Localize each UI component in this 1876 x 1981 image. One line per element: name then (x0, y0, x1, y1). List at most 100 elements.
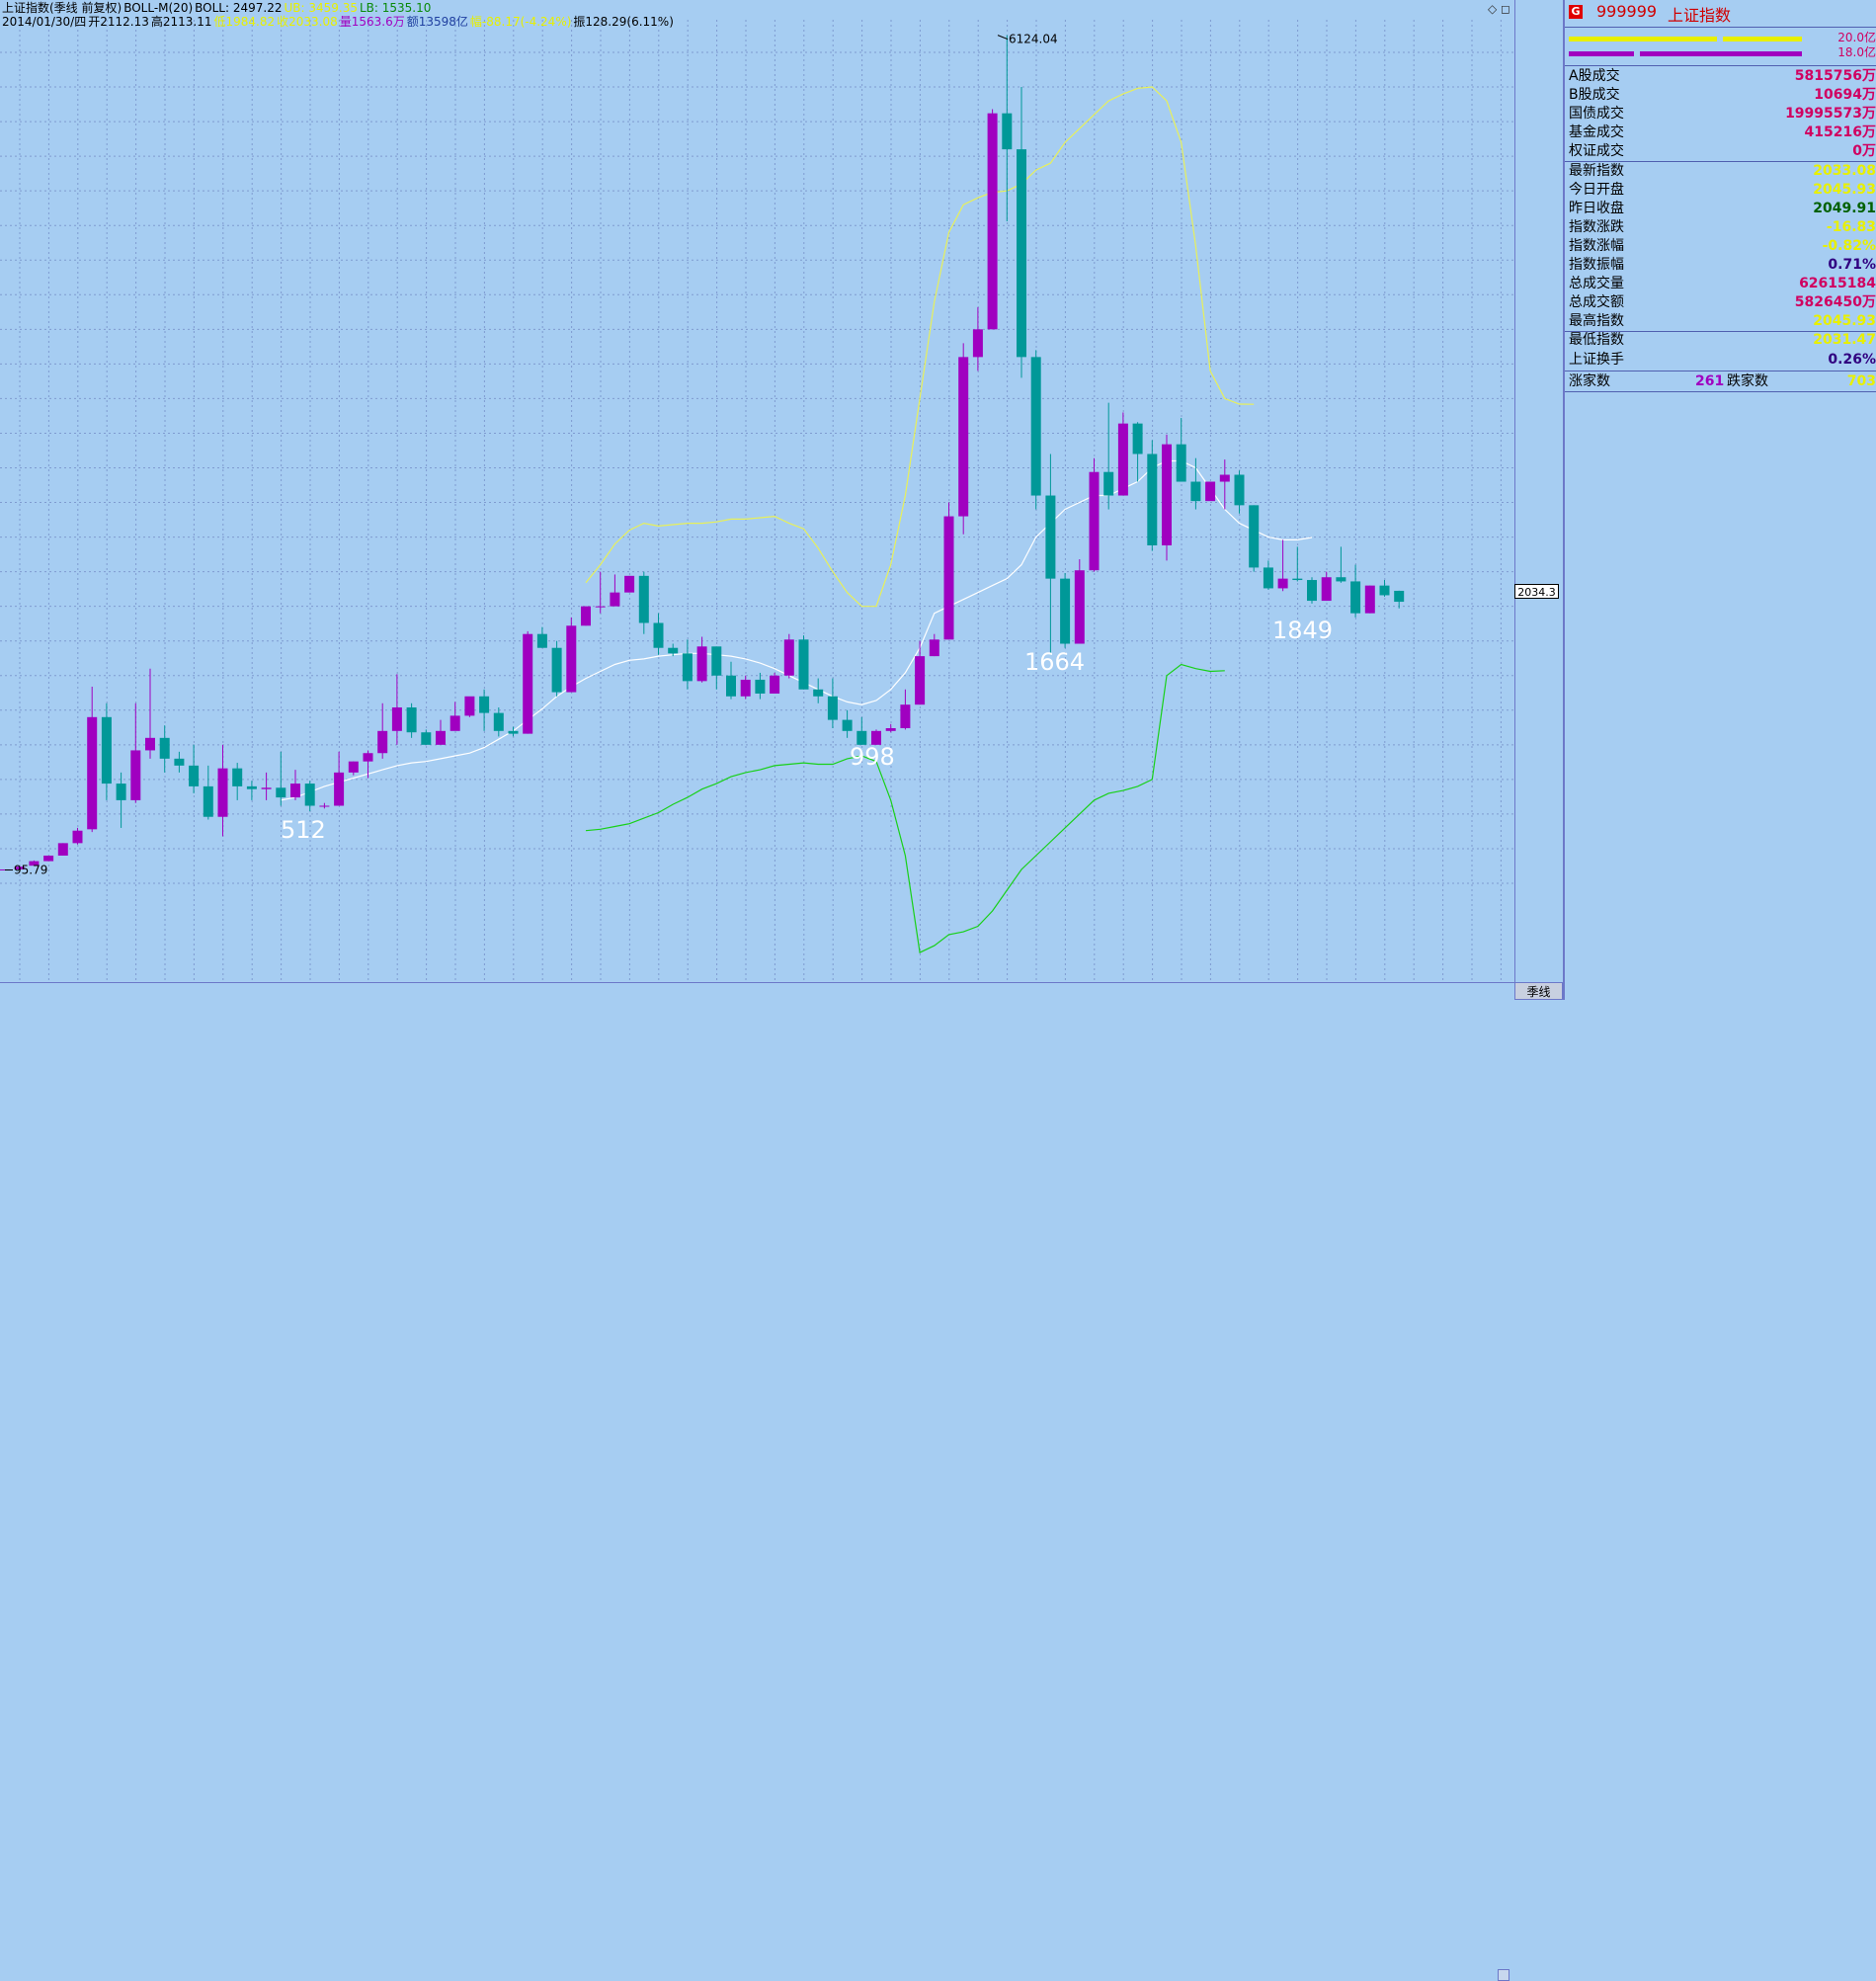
candle-body (1394, 590, 1405, 603)
chart-area[interactable]: 0.00250.0500.0750.0100012501500175020002… (0, 0, 1514, 1000)
quote-label: 指数涨跌 (1569, 218, 1624, 235)
quote-label: A股成交 (1569, 68, 1620, 84)
quote-label: 指数振幅 (1569, 257, 1624, 273)
candle-body (145, 737, 155, 751)
candle-body (900, 704, 911, 729)
candle-body (1350, 581, 1361, 614)
quote-value: 415216万 (1804, 124, 1876, 141)
candle-body (57, 843, 68, 856)
candle-body (740, 679, 751, 697)
candle-body (783, 639, 794, 676)
candle-body (566, 625, 577, 693)
low-annotation-1849: 1849 (1272, 617, 1333, 644)
candle-body (1103, 471, 1114, 496)
period-button[interactable]: 季线 (1514, 982, 1563, 1000)
candle-body (479, 696, 490, 713)
volume-bar-row-1: 20.0亿 (1565, 29, 1876, 47)
quote-label: 昨日收盘 (1569, 200, 1624, 216)
scroll-left-button[interactable] (1498, 1969, 1509, 1981)
candle-body (87, 716, 98, 830)
candle-body (72, 830, 83, 844)
quote-row: 指数涨幅 -0.82% (1565, 237, 1876, 256)
candle-body (536, 633, 547, 648)
candle-body (290, 784, 300, 798)
info-date: 2014/01/30/四 (2, 15, 87, 29)
candle-body (276, 787, 286, 798)
quote-row: 国债成交 19995573万 (1565, 105, 1876, 124)
candle-body (508, 730, 519, 734)
candle-body (653, 622, 664, 648)
breadth-row: 涨家数 261 跌家数 703 (1565, 372, 1876, 391)
volume-bar-purple (1569, 51, 1634, 56)
candle-body (304, 784, 315, 806)
quote-value: 10694万 (1814, 87, 1876, 104)
info-open: 开2112.13 (88, 15, 149, 29)
lb-value: LB: 1535.10 (359, 1, 432, 15)
code-badge[interactable]: G (1569, 5, 1583, 19)
quote-label: 总成交额 (1569, 294, 1624, 311)
quote-value: 0万 (1852, 143, 1876, 160)
quote-label: 权证成交 (1569, 143, 1624, 160)
candle-body (1162, 444, 1172, 545)
candle-body (14, 867, 25, 869)
candle-body (1277, 578, 1288, 589)
info-low: 低1984.82 (213, 15, 276, 29)
candle-body (929, 639, 939, 657)
candle-body (798, 639, 809, 690)
candle-body (29, 861, 40, 867)
candle-body (696, 646, 707, 682)
quote-label: 总成交量 (1569, 276, 1624, 292)
candle-body (319, 805, 330, 807)
peak-pointer (997, 35, 1009, 41)
quote-value: 62615184 (1799, 276, 1876, 292)
candle-body (581, 606, 591, 626)
boll-upper-line (585, 86, 1255, 608)
candle-body (1234, 474, 1245, 506)
quote-panel: G 999999 上证指数 20.0亿 18.0亿 A股成交 5815756万 B股… (1563, 0, 1876, 1000)
candle-body (711, 646, 722, 676)
candle-body (261, 787, 272, 789)
candle-body (1147, 454, 1158, 545)
volume-bar-yellow-2 (1723, 37, 1802, 41)
candle-body (391, 706, 402, 731)
quote-label: B股成交 (1569, 87, 1620, 104)
volume-bar-row-2: 18.0亿 (1565, 43, 1876, 62)
bar2-value: 18.0亿 (1837, 45, 1876, 59)
candle-body (406, 706, 417, 733)
candle-body (871, 730, 881, 745)
candle-body (958, 357, 969, 517)
quote-value: 0.71% (1828, 257, 1876, 273)
panel-separator (1565, 161, 1876, 162)
window-control-icons[interactable]: ◇ ◻ (1488, 2, 1511, 16)
candle-body (1176, 444, 1186, 482)
stock-name: 上证指数 (1668, 6, 1732, 25)
candle-body (885, 728, 896, 731)
candle-body (377, 730, 388, 754)
candle-body (43, 855, 54, 862)
quote-label: 最低指数 (1569, 332, 1624, 349)
volume-bar-purple-2 (1640, 51, 1802, 56)
current-price-tag: 2034.3 (1514, 584, 1559, 599)
candle-body (523, 633, 533, 734)
candle-body (842, 719, 853, 731)
candlestick-chart[interactable]: 0.00250.0500.0750.0100012501500175020002… (0, 0, 1514, 982)
quote-value: -16.83 (1826, 218, 1876, 235)
candle-body (856, 730, 867, 745)
candle-body (421, 732, 432, 745)
boll-value: BOLL: 2497.22 (195, 1, 283, 15)
quote-value: 2049.91 (1813, 200, 1876, 216)
quote-value: 19995573万 (1785, 106, 1876, 123)
candle-body (189, 765, 200, 786)
candle-body (726, 675, 736, 697)
start-annotation: 95.79 (14, 864, 47, 877)
quote-row: 昨日收盘 2049.91 (1565, 200, 1876, 218)
boll-mid-line (281, 459, 1313, 801)
quote-label: 今日开盘 (1569, 181, 1624, 198)
info-line-1: 上证指数(季线 前复权) BOLL-M(20) BOLL: 2497.22 UB: 3… (2, 1, 676, 15)
candle-body (174, 758, 185, 766)
quote-row: 最新指数 2033.08 (1565, 162, 1876, 181)
candle-body (668, 647, 679, 654)
info-bar: 上证指数(季线 前复权) BOLL-M(20) BOLL: 2497.22 UB: 3… (2, 1, 676, 29)
quote-value: 0.26% (1828, 351, 1876, 368)
time-axis-bar[interactable] (0, 982, 1514, 1981)
